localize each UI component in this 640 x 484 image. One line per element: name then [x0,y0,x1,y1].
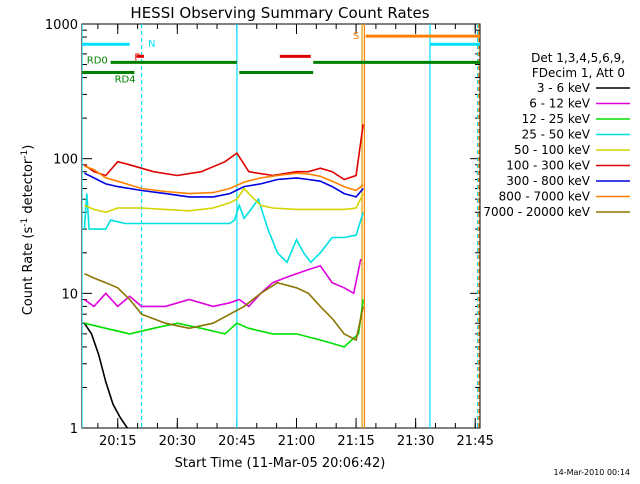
y-tick-label: 100 [53,153,78,168]
y-label-mid: detector [21,158,36,218]
x-tick-label: 21:15 [337,434,374,449]
legend-entry-label: 300 - 800 keV [506,174,590,188]
legend-entry-label: 100 - 300 keV [506,159,590,173]
flag-label-n: N [148,39,155,50]
flag-label-f: F [134,52,140,63]
legend-entry-label: 12 - 25 keV [522,112,591,126]
flag-label-rd0: RD0 [87,55,108,66]
plot-content [82,24,480,428]
y-label-main: Count Rate (s [21,227,36,316]
legend: Det 1,3,4,5,6,9, FDecim 1, Att 0 3 - 6 k… [483,51,630,219]
plot-area: 1 10 100 1000 20:15 20:30 20:45 21:00 21:15 21:30… [45,18,494,449]
x-tick-label: 21:45 [456,434,493,449]
y-label-sup2: -1 [20,150,30,159]
x-tick-label: 20:45 [218,434,255,449]
series-line [84,172,364,198]
legend-header-line1: Det 1,3,4,5,6,9, [531,51,625,65]
series-line [84,299,364,348]
x-tick-label: 21:30 [397,434,434,449]
x-axis-label: Start Time (11-Mar-05 20:06:42) [175,456,386,471]
flag-label-rd4: RD4 [115,74,136,85]
series-line [83,124,364,181]
series-line [84,165,364,195]
y-tick-label: 10 [61,287,78,302]
y-tick-label: 1000 [45,18,78,33]
x-tick-label: 20:15 [99,434,136,449]
series-line [84,187,364,214]
series-line [83,258,362,308]
legend-entry-label: 3 - 6 keV [537,81,591,95]
legend-entry-label: 6 - 12 keV [529,97,591,111]
timestamp: 14-Mar-2010 00:14 [554,468,631,477]
x-tick-label: 20:30 [159,434,196,449]
y-axis-label: Count Rate (s-1 detector-1) [20,145,36,316]
legend-header-line2: FDecim 1, Att 0 [532,66,625,80]
x-tick-label: 21:00 [278,434,315,449]
flag-label-s: S [353,31,359,42]
legend-entry-label: 50 - 100 keV [514,143,591,157]
series-line [83,322,129,428]
series-line [84,272,364,342]
y-tick-label: 1 [70,422,78,437]
y-label-sup1: -1 [20,218,30,227]
legend-entry-label: 7000 - 20000 keV [483,205,590,219]
chart-title: HESSI Observing Summary Count Rates [130,4,429,22]
y-label-end: ) [21,145,36,150]
legend-entry-label: 25 - 50 keV [522,128,591,142]
legend-entry-label: 800 - 7000 keV [499,190,591,204]
series-line [83,193,364,264]
